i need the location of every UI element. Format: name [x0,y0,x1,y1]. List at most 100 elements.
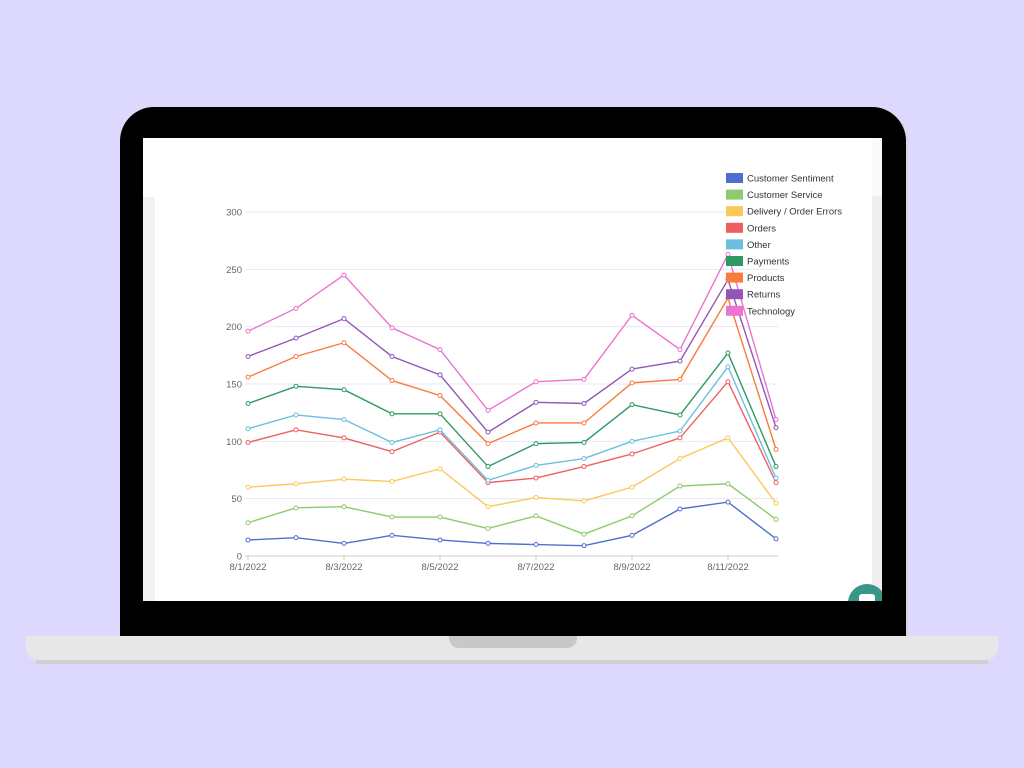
data-point [773,475,779,481]
data-point [725,251,731,257]
data-point [629,484,635,490]
data-point [341,340,347,346]
series-line-technology [247,252,777,420]
data-point [485,464,491,470]
x-tick-label: 8/1/2022 [230,562,267,573]
data-point [581,531,587,537]
data-point [245,400,251,406]
data-point [293,305,299,311]
data-point [677,376,683,382]
series-line-products [247,296,777,450]
data-point [581,376,587,382]
scrollbar-thumb[interactable] [872,138,882,196]
data-point [533,495,539,501]
data-point [437,411,443,417]
data-point [725,499,731,505]
y-tick-label: 50 [231,494,242,505]
data-point [437,392,443,398]
data-point [725,435,731,441]
data-point [293,353,299,359]
data-point [245,426,251,432]
x-tick-label: 8/3/2022 [326,562,363,573]
x-tick-label: 8/9/2022 [614,562,651,573]
data-point [437,537,443,543]
x-tick-label: 8/11/2022 [707,562,749,573]
series-line-orders [247,380,777,484]
data-point [629,366,635,372]
legend-label: Customer Service [747,190,823,201]
data-point [245,484,251,490]
data-point [677,483,683,489]
legend-swatch [726,173,743,183]
data-point [341,417,347,423]
data-point [245,374,251,380]
scrollbar[interactable] [872,138,882,601]
data-point [581,400,587,406]
legend-swatch [726,222,743,233]
legend-label: Delivery / Order Errors [747,207,842,218]
y-tick-label: 0 [237,552,242,563]
data-point [533,379,539,385]
data-point [389,325,395,331]
y-tick-label: 150 [226,380,242,391]
legend-label: Returns [747,290,781,301]
data-point [773,425,779,431]
legend-swatch [726,256,743,266]
data-point [293,535,299,541]
data-point [389,532,395,538]
legend-label: Products [747,273,785,284]
data-point [437,372,443,378]
data-point [389,439,395,445]
data-point [533,542,539,548]
data-point [485,441,491,447]
chat-bubble-icon[interactable] [848,584,882,601]
data-point [245,328,251,334]
series-line-delivery-order-errors [247,437,777,508]
data-point [677,347,683,353]
data-point [629,402,635,408]
data-point [581,464,587,470]
data-point [773,417,779,423]
legend-swatch [726,272,743,283]
data-point [245,353,251,359]
data-point [629,532,635,538]
legend-label: Orders [747,223,776,234]
data-point [773,446,779,452]
data-point [293,412,299,418]
laptop-notch [449,636,577,648]
series-line-customer-service [247,483,777,535]
legend-swatch [726,206,743,217]
legend-label: Customer Sentiment [747,174,834,185]
data-point [485,540,491,546]
legend-swatch [726,305,743,316]
data-point [773,480,779,486]
data-point [389,514,395,520]
legend-swatch [726,189,743,200]
data-point [389,478,395,484]
data-point [677,412,683,418]
data-point [389,378,395,384]
legend-swatch [726,289,743,300]
data-point [341,504,347,510]
data-point [725,350,731,356]
data-point [677,428,683,434]
series-line-customer-sentiment [247,501,777,547]
data-point [341,316,347,322]
data-point [293,383,299,389]
legend-label: Technology [747,306,795,317]
data-point [629,312,635,318]
data-point [389,411,395,417]
data-point [485,525,491,531]
data-point [773,464,779,470]
data-point [341,476,347,482]
data-point [629,451,635,457]
data-point [533,420,539,426]
data-point [485,407,491,413]
data-point [725,481,731,487]
data-point [677,435,683,441]
x-tick-label: 8/5/2022 [422,562,459,573]
data-point [581,543,587,549]
legend-label: Other [747,240,771,251]
data-point [581,420,587,426]
